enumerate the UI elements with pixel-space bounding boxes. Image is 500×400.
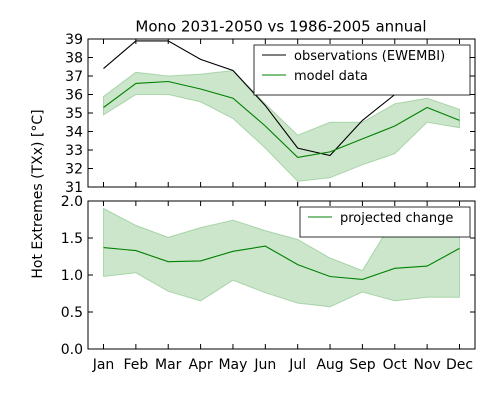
data-point-model-data-sep [362, 138, 363, 139]
uncertainty-band [103, 206, 460, 308]
data-point-observations-ewembi-sep [362, 120, 363, 121]
data-point-projected-change-oct [394, 268, 395, 269]
x-tick-label: Oct [383, 357, 408, 373]
data-point-projected-change-may [232, 251, 233, 252]
data-point-model-data-aug [329, 151, 330, 152]
y-tick-label: 37 [65, 69, 83, 85]
x-tick-label: Jun [253, 357, 276, 373]
x-tick-label: Feb [123, 357, 148, 373]
data-point-projected-change-mar [168, 261, 169, 262]
x-tick-label: Jul [288, 357, 306, 373]
data-point-model-data-apr [200, 88, 201, 89]
y-tick-label: 36 [65, 88, 83, 104]
bottom-panel: 0.0 0.5 1.0 1.5 2.0 Jan Feb Mar Apr May Jun Jul Aug S… [61, 194, 476, 373]
y-tick-label: 2.0 [61, 194, 83, 210]
data-point-projected-change-jul [297, 264, 298, 265]
series-line-projected-change [103, 245, 460, 280]
data-point-observations-ewembi-apr [200, 59, 201, 60]
top-panel: 31 32 33 34 35 36 37 38 39 observations (EWEMBI) m… [65, 32, 476, 196]
data-point-observations-ewembi-jul [297, 148, 298, 149]
series-line-model-data [103, 80, 460, 158]
y-tick-label: 1.0 [61, 268, 83, 284]
y-tick-label: 1.5 [61, 231, 83, 247]
data-point-model-data-dec [459, 120, 460, 121]
data-point-projected-change-apr [200, 260, 201, 261]
x-tick-label: Aug [316, 357, 343, 373]
legend: observations (EWEMBI) model data [253, 44, 471, 96]
y-axis-label: Hot Extremes (TXx) [°C] [30, 109, 46, 278]
y-tick-label: 33 [65, 143, 83, 159]
x-tick-label: Sep [349, 357, 376, 373]
data-point-model-data-nov [427, 107, 428, 108]
data-point-projected-change-dec [459, 248, 460, 249]
data-point-projected-change-aug [329, 276, 330, 277]
y-tick-label: 31 [65, 180, 83, 196]
data-point-projected-change-jun [265, 246, 266, 247]
y-tick-label: 0.5 [61, 305, 83, 321]
chart-title: Mono 2031-2050 vs 1986-2005 annual [135, 18, 426, 36]
data-point-projected-change-sep [362, 279, 363, 280]
legend-box [253, 44, 471, 96]
y-tick-label: 0.0 [61, 342, 83, 358]
x-tick-label: Mar [155, 357, 182, 373]
y-tick-label: 38 [65, 51, 83, 67]
data-point-model-data-oct [394, 125, 395, 126]
legend-label: model data [294, 69, 368, 84]
data-point-projected-change-jan [103, 247, 104, 248]
data-point-observations-ewembi-may [232, 70, 233, 71]
data-point-model-data-mar [168, 81, 169, 82]
data-point-model-data-jun [265, 125, 266, 126]
data-point-model-data-jul [297, 157, 298, 158]
x-tick-label: Nov [413, 357, 440, 373]
legend-label: projected change [340, 211, 453, 226]
data-point-model-data-feb [135, 83, 136, 84]
y-tick-label: 39 [65, 32, 83, 48]
legend-box [299, 206, 471, 238]
x-tick-label: Dec [446, 357, 473, 373]
x-tick-label: May [218, 357, 247, 373]
y-tick-label: 32 [65, 162, 83, 178]
data-point-projected-change-nov [427, 266, 428, 267]
data-point-observations-ewembi-jan [103, 68, 104, 69]
legend: projected change [299, 206, 471, 238]
x-tick-label: Apr [188, 357, 212, 373]
data-point-model-data-jan [103, 107, 104, 108]
y-tick-label: 35 [65, 106, 83, 122]
data-point-observations-ewembi-jun [265, 105, 266, 106]
data-point-projected-change-feb [135, 250, 136, 251]
data-point-observations-ewembi-aug [329, 155, 330, 156]
data-point-model-data-may [232, 98, 233, 99]
x-tick-label: Jan [92, 357, 115, 373]
legend-label: observations (EWEMBI) [294, 49, 445, 64]
y-tick-label: 34 [65, 125, 83, 141]
